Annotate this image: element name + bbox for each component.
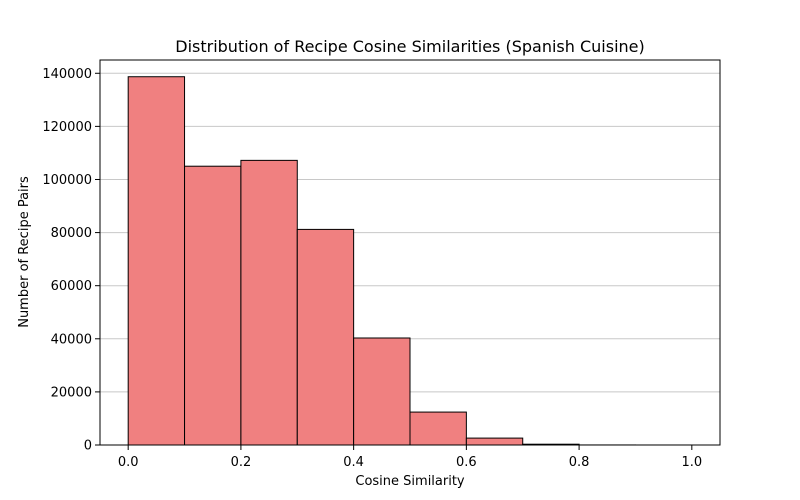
y-tick-label: 60000 [51,279,92,294]
y-tick-label: 120000 [42,120,92,135]
y-tick-label: 40000 [51,332,92,347]
histogram-bars [127,76,693,446]
x-tick-label: 0.0 [118,455,139,470]
histogram-bar-1 [184,165,242,446]
histogram-bar-4 [353,337,411,446]
x-axis-ticks: 0.0 0.2 0.4 0.6 0.8 1.0 [118,445,702,470]
y-axis-label: Number of Recipe Pairs [17,176,32,328]
histogram-bar-2 [240,159,298,446]
y-tick-label: 20000 [51,385,92,400]
x-tick-label: 0.6 [456,455,477,470]
y-tick-label: 100000 [42,173,92,188]
histogram-bar-6 [465,437,524,446]
x-tick-label: 0.4 [343,455,364,470]
y-tick-label: 80000 [51,226,92,241]
plot-frame [99,59,721,446]
x-tick-label: 0.8 [569,455,590,470]
x-tick-label: 0.2 [231,455,252,470]
histogram-bar-5 [409,411,467,446]
y-tick-label: 140000 [42,67,92,82]
histogram-bar-0 [127,76,186,446]
x-axis-label: Cosine Similarity [355,474,465,489]
chart-title: Distribution of Recipe Cosine Similariti… [175,37,644,56]
y-tick-label: 0 [84,439,92,454]
x-tick-label: 1.0 [681,455,702,470]
histogram-bar-3 [296,228,355,446]
y-axis-ticks: 0 20000 40000 60000 80000 100000 120000 140000 [42,67,100,454]
